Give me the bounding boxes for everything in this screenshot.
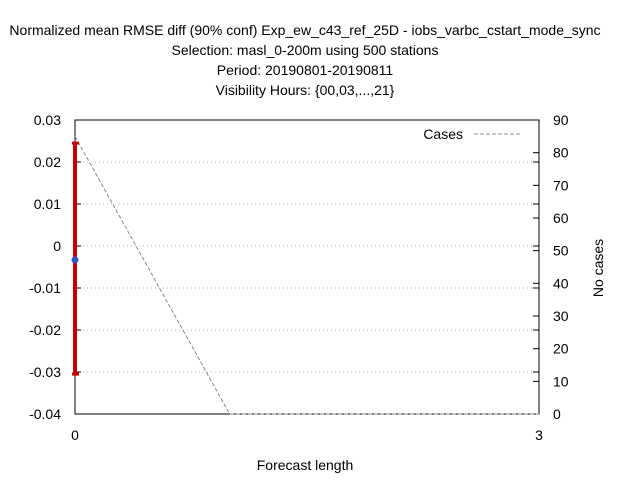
y2-tick-label: 0 (553, 406, 561, 422)
y2-tick-label: 30 (553, 308, 569, 324)
y2-tick-label: 50 (553, 243, 569, 259)
title-line: Normalized mean RMSE diff (90% conf) Exp… (9, 22, 600, 38)
errorbar-mean-marker (71, 256, 79, 264)
chart-title: Normalized mean RMSE diff (90% conf) Exp… (9, 22, 600, 98)
y2-tick-label: 80 (553, 145, 569, 161)
y-axis-ticks: 0.03 0.02 0.01 0 -0.01 -0.02 -0.03 -0.04 (29, 112, 539, 422)
x-tick-label: 3 (535, 427, 543, 443)
y2-tick-label: 70 (553, 177, 569, 193)
y-tick-label: -0.03 (29, 364, 61, 380)
y-tick-label: -0.02 (29, 322, 61, 338)
plot-frame (74, 119, 540, 415)
cases-line (74, 136, 539, 415)
y2-axis-label: No cases (590, 239, 606, 297)
plot-border (74, 119, 540, 415)
title-line: Selection: masl_0-200m using 500 station… (172, 42, 439, 58)
title-line: Visibility Hours: {00,03,...,21} (216, 82, 395, 98)
y2-tick-label: 90 (553, 112, 569, 128)
y2-tick-label: 20 (553, 341, 569, 357)
y2-tick-label: 10 (553, 373, 569, 389)
y-tick-label: -0.01 (29, 280, 61, 296)
y2-tick-label: 40 (553, 275, 569, 291)
y2-axis-ticks: 90 80 70 60 50 40 30 20 10 0 (533, 112, 569, 422)
y-tick-label: -0.04 (29, 406, 61, 422)
y-tick-label: 0.03 (34, 112, 61, 128)
title-line: Period: 20190801-20190811 (217, 62, 394, 78)
grid (75, 161, 539, 373)
legend: Cases (423, 126, 520, 142)
y-tick-label: 0.02 (34, 154, 61, 170)
y2-tick-label: 60 (553, 210, 569, 226)
y-tick-label: 0.01 (34, 196, 61, 212)
y-tick-label: 0 (53, 238, 61, 254)
series (71, 136, 539, 415)
x-tick-label: 0 (71, 427, 79, 443)
legend-label: Cases (423, 126, 463, 142)
x-axis-label: Forecast length (257, 457, 354, 473)
